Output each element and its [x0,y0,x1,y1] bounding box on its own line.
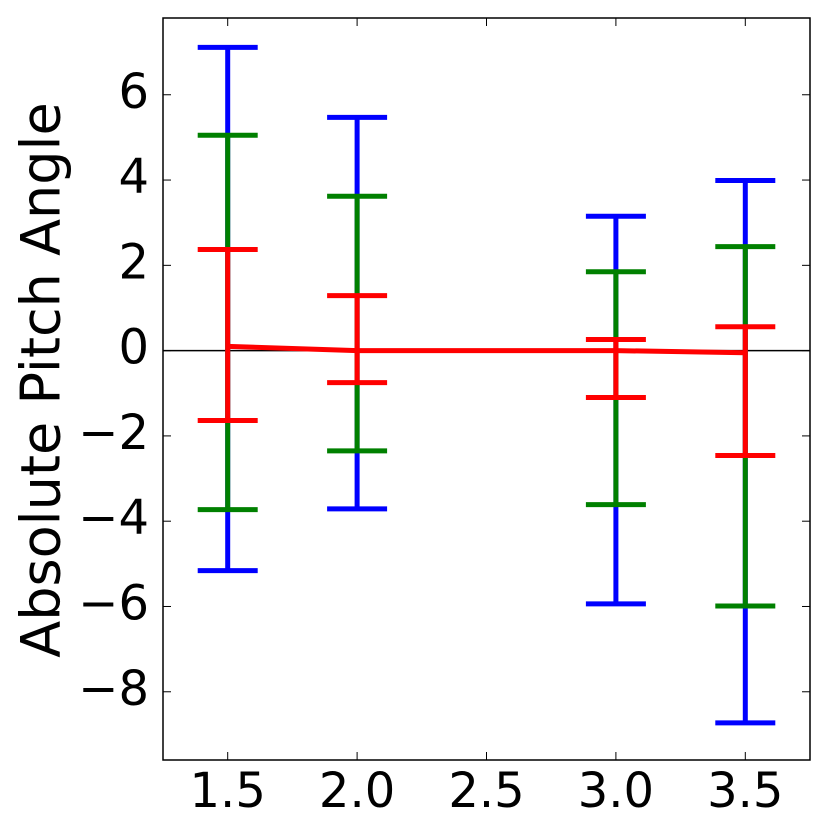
y-tick-label: 6 [118,64,149,120]
mean-line [227,343,746,356]
x-tick-label: 1.5 [190,763,266,819]
y-tick-label: 4 [118,149,149,205]
x-tick-label: 3.5 [707,763,783,819]
y-tick-label: −6 [78,575,149,631]
y-tick-label: 0 [118,320,149,376]
x-tick-label: 2.0 [319,763,395,819]
y-tick-label: −4 [78,490,149,546]
x-tick-label: 2.5 [448,763,524,819]
y-tick-label: 2 [118,234,149,290]
y-tick-label: −8 [78,661,149,717]
y-tick-label: −2 [78,405,149,461]
x-tick-label: 3.0 [578,763,654,819]
y-axis-label: Absolute Pitch Angle [10,102,73,657]
plot-frame [162,17,811,761]
